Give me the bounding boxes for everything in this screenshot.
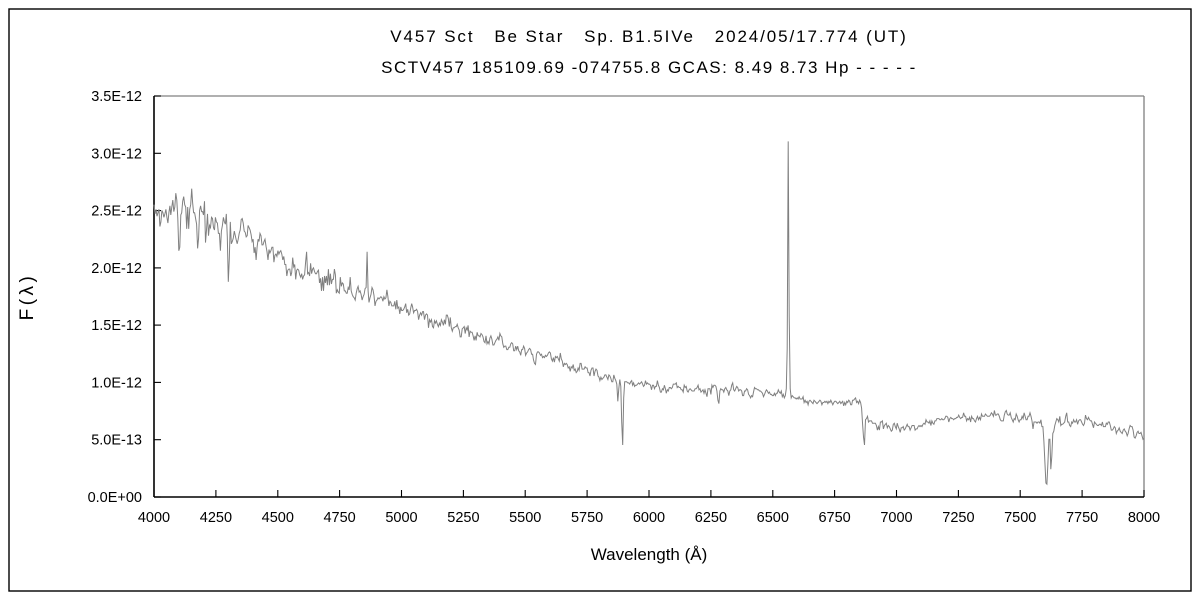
svg-text:4500: 4500 <box>262 510 294 526</box>
svg-text:5750: 5750 <box>571 510 603 526</box>
svg-text:V457 Sct Be Star Sp. B1.5I: V457 Sct Be Star Sp. B1.5IVe 2024/05/17.… <box>390 27 907 46</box>
svg-text:5500: 5500 <box>509 510 541 526</box>
svg-text:5250: 5250 <box>447 510 479 526</box>
svg-text:7250: 7250 <box>942 510 974 526</box>
svg-text:7000: 7000 <box>880 510 912 526</box>
svg-text:1.5E-12: 1.5E-12 <box>91 318 142 334</box>
svg-text:Wavelength (Å): Wavelength (Å) <box>591 545 708 564</box>
svg-text:6250: 6250 <box>695 510 727 526</box>
svg-text:4750: 4750 <box>323 510 355 526</box>
svg-text:7750: 7750 <box>1066 510 1098 526</box>
svg-text:0.0E+00: 0.0E+00 <box>88 490 142 506</box>
svg-text:6500: 6500 <box>757 510 789 526</box>
svg-text:F(λ): F(λ) <box>17 273 38 321</box>
svg-text:5000: 5000 <box>385 510 417 526</box>
svg-text:3.0E-12: 3.0E-12 <box>91 146 142 162</box>
svg-text:SCTV457 185109.69 -074755.8 GC: SCTV457 185109.69 -074755.8 GCAS: 8.49 8… <box>381 58 917 77</box>
svg-text:6750: 6750 <box>818 510 850 526</box>
svg-text:3.5E-12: 3.5E-12 <box>91 89 142 105</box>
svg-text:8000: 8000 <box>1128 510 1160 526</box>
svg-text:5.0E-13: 5.0E-13 <box>91 433 142 449</box>
svg-text:1.0E-12: 1.0E-12 <box>91 375 142 391</box>
svg-text:7500: 7500 <box>1004 510 1036 526</box>
svg-text:4250: 4250 <box>200 510 232 526</box>
svg-text:2.0E-12: 2.0E-12 <box>91 261 142 277</box>
svg-text:6000: 6000 <box>633 510 665 526</box>
svg-text:2.5E-12: 2.5E-12 <box>91 204 142 220</box>
svg-text:4000: 4000 <box>138 510 170 526</box>
